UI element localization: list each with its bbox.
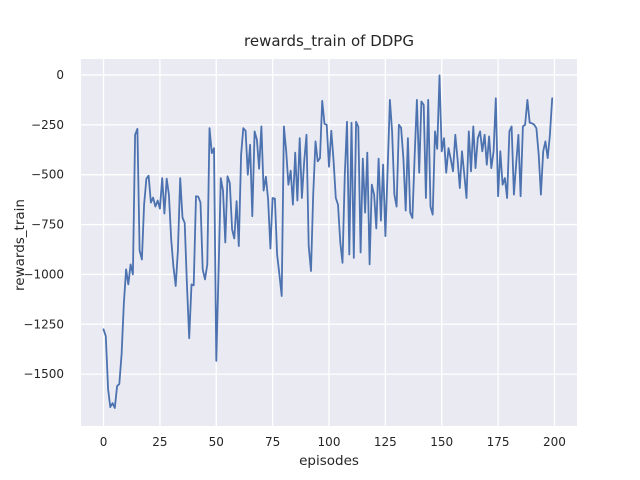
chart-title: rewards_train of DDPG: [244, 32, 414, 50]
y-tick-label: −1500: [23, 367, 64, 381]
x-tick-label: 150: [430, 435, 453, 449]
y-tick-label: 0: [56, 68, 64, 82]
x-tick-label: 25: [152, 435, 167, 449]
y-tick-label: −500: [31, 168, 64, 182]
x-tick-label: 175: [487, 435, 510, 449]
y-tick-label: −1000: [23, 267, 64, 281]
rewards-line: [102, 74, 554, 409]
x-tick-label: 50: [209, 435, 224, 449]
x-tick-label: 0: [100, 435, 108, 449]
x-tick-label: 125: [374, 435, 397, 449]
x-tick-label: 200: [543, 435, 566, 449]
y-tick-label: −1250: [23, 317, 64, 331]
x-tick-label: 75: [265, 435, 280, 449]
y-axis-label: rewards_train: [12, 199, 28, 291]
x-axis-label: episodes: [299, 453, 359, 469]
y-tick-label: −250: [31, 118, 64, 132]
x-tick-label: 100: [318, 435, 341, 449]
y-tick-label: −750: [31, 218, 64, 232]
